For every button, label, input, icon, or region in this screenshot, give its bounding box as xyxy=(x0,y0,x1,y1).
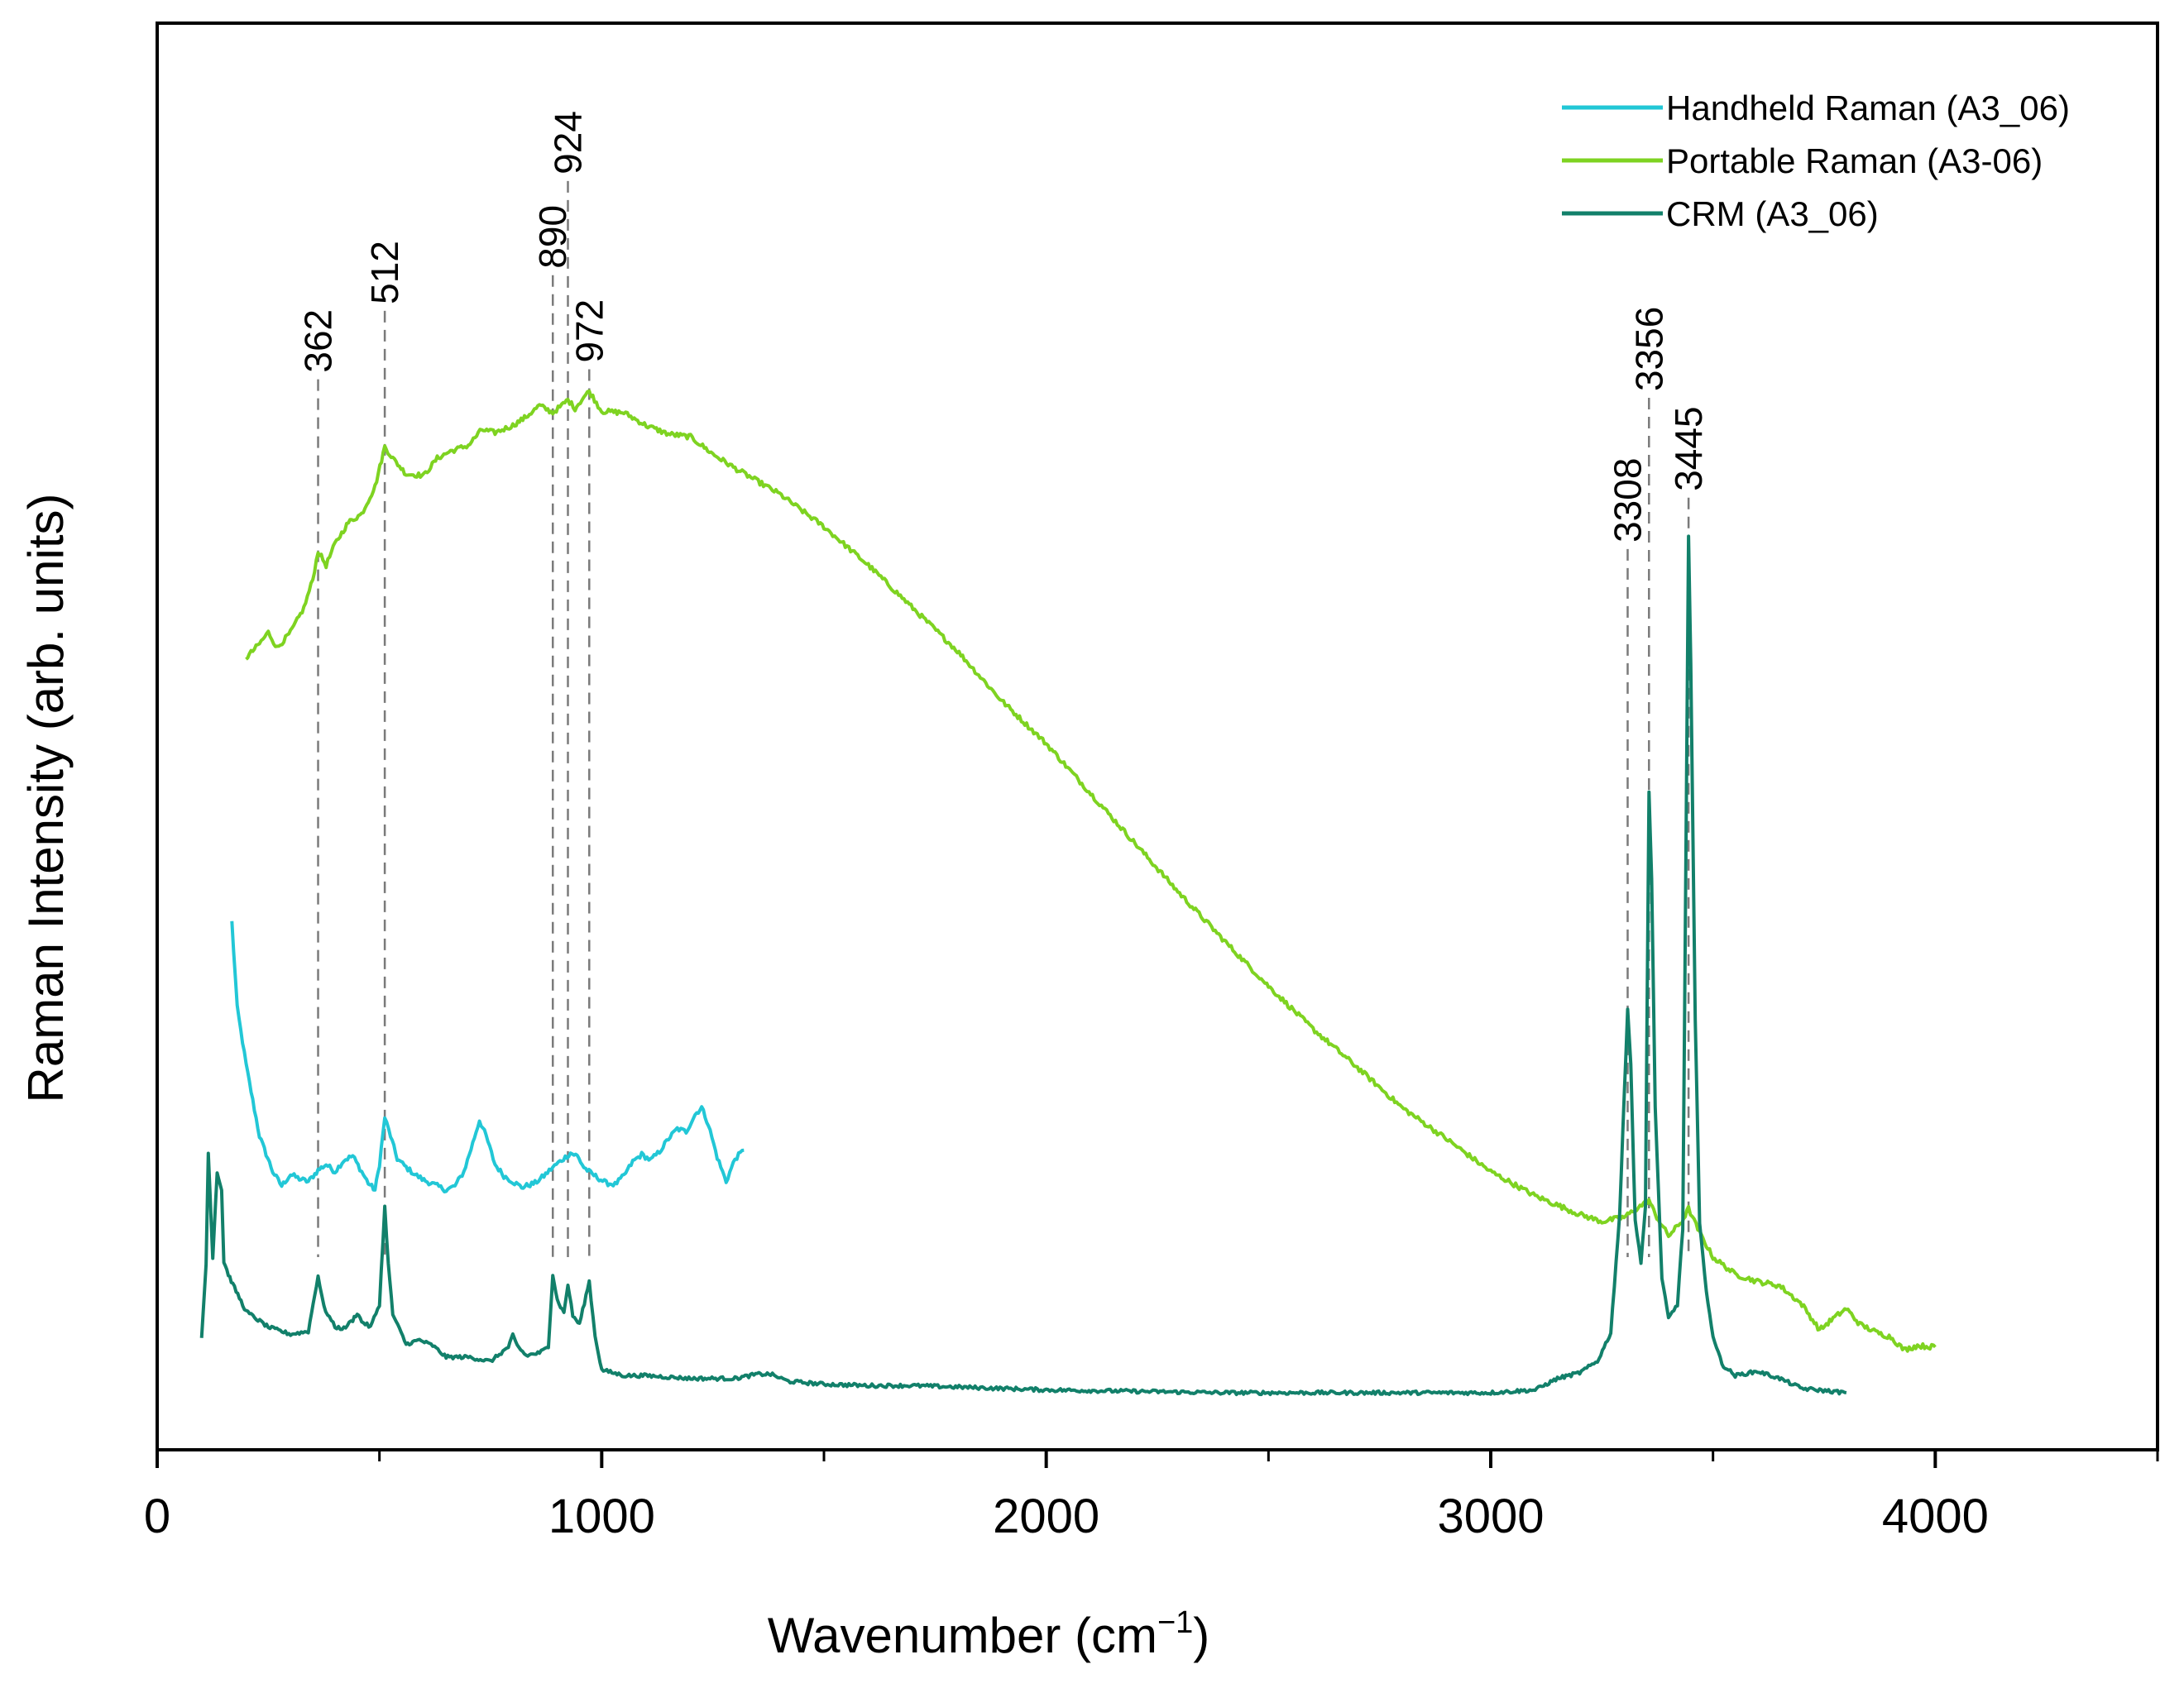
peak-label-362: 362 xyxy=(297,309,340,373)
series-layer xyxy=(199,389,1937,1397)
peak-labels: 362 512 890 924 972 3308 3356 3445 xyxy=(297,111,1711,543)
x-axis-ticks: 0 1000 2000 3000 4000 xyxy=(144,1450,2159,1543)
peak-label-924: 924 xyxy=(546,111,589,175)
plot-frame xyxy=(156,22,2159,1451)
legend: Handheld Raman (A3_06) Portable Raman (A3… xyxy=(1562,88,2070,233)
peak-label-3445: 3445 xyxy=(1667,406,1710,490)
x-axis-title-superscript: −1 xyxy=(1157,1605,1193,1640)
peak-label-3308: 3308 xyxy=(1606,458,1649,543)
series-line-handheld-raman-a3-06 xyxy=(230,921,745,1193)
legend-label-crm-a3-06: CRM (A3_06) xyxy=(1666,194,1879,233)
x-tick-label-2000: 2000 xyxy=(993,1490,1099,1543)
x-axis-title: Wavenumber (cm−1) xyxy=(768,1605,1210,1663)
legend-label-handheld-raman-a3-06: Handheld Raman (A3_06) xyxy=(1666,88,2070,127)
peak-label-3356: 3356 xyxy=(1627,307,1670,391)
x-axis-title-end: ) xyxy=(1193,1608,1209,1663)
peak-guide-lines xyxy=(317,180,1690,1257)
peak-label-972: 972 xyxy=(568,299,611,363)
y-axis-title: Raman Intensity (arb. units) xyxy=(18,494,74,1103)
x-tick-label-0: 0 xyxy=(144,1490,170,1543)
peak-label-890: 890 xyxy=(531,205,574,269)
x-tick-label-1000: 1000 xyxy=(548,1490,655,1543)
x-tick-label-3000: 3000 xyxy=(1437,1490,1544,1543)
legend-label-portable-raman-a3-06: Portable Raman (A3-06) xyxy=(1666,141,2043,180)
peak-label-512: 512 xyxy=(363,241,406,304)
x-tick-label-4000: 4000 xyxy=(1882,1490,1989,1543)
series-line-crm-a3-06 xyxy=(199,534,1847,1397)
